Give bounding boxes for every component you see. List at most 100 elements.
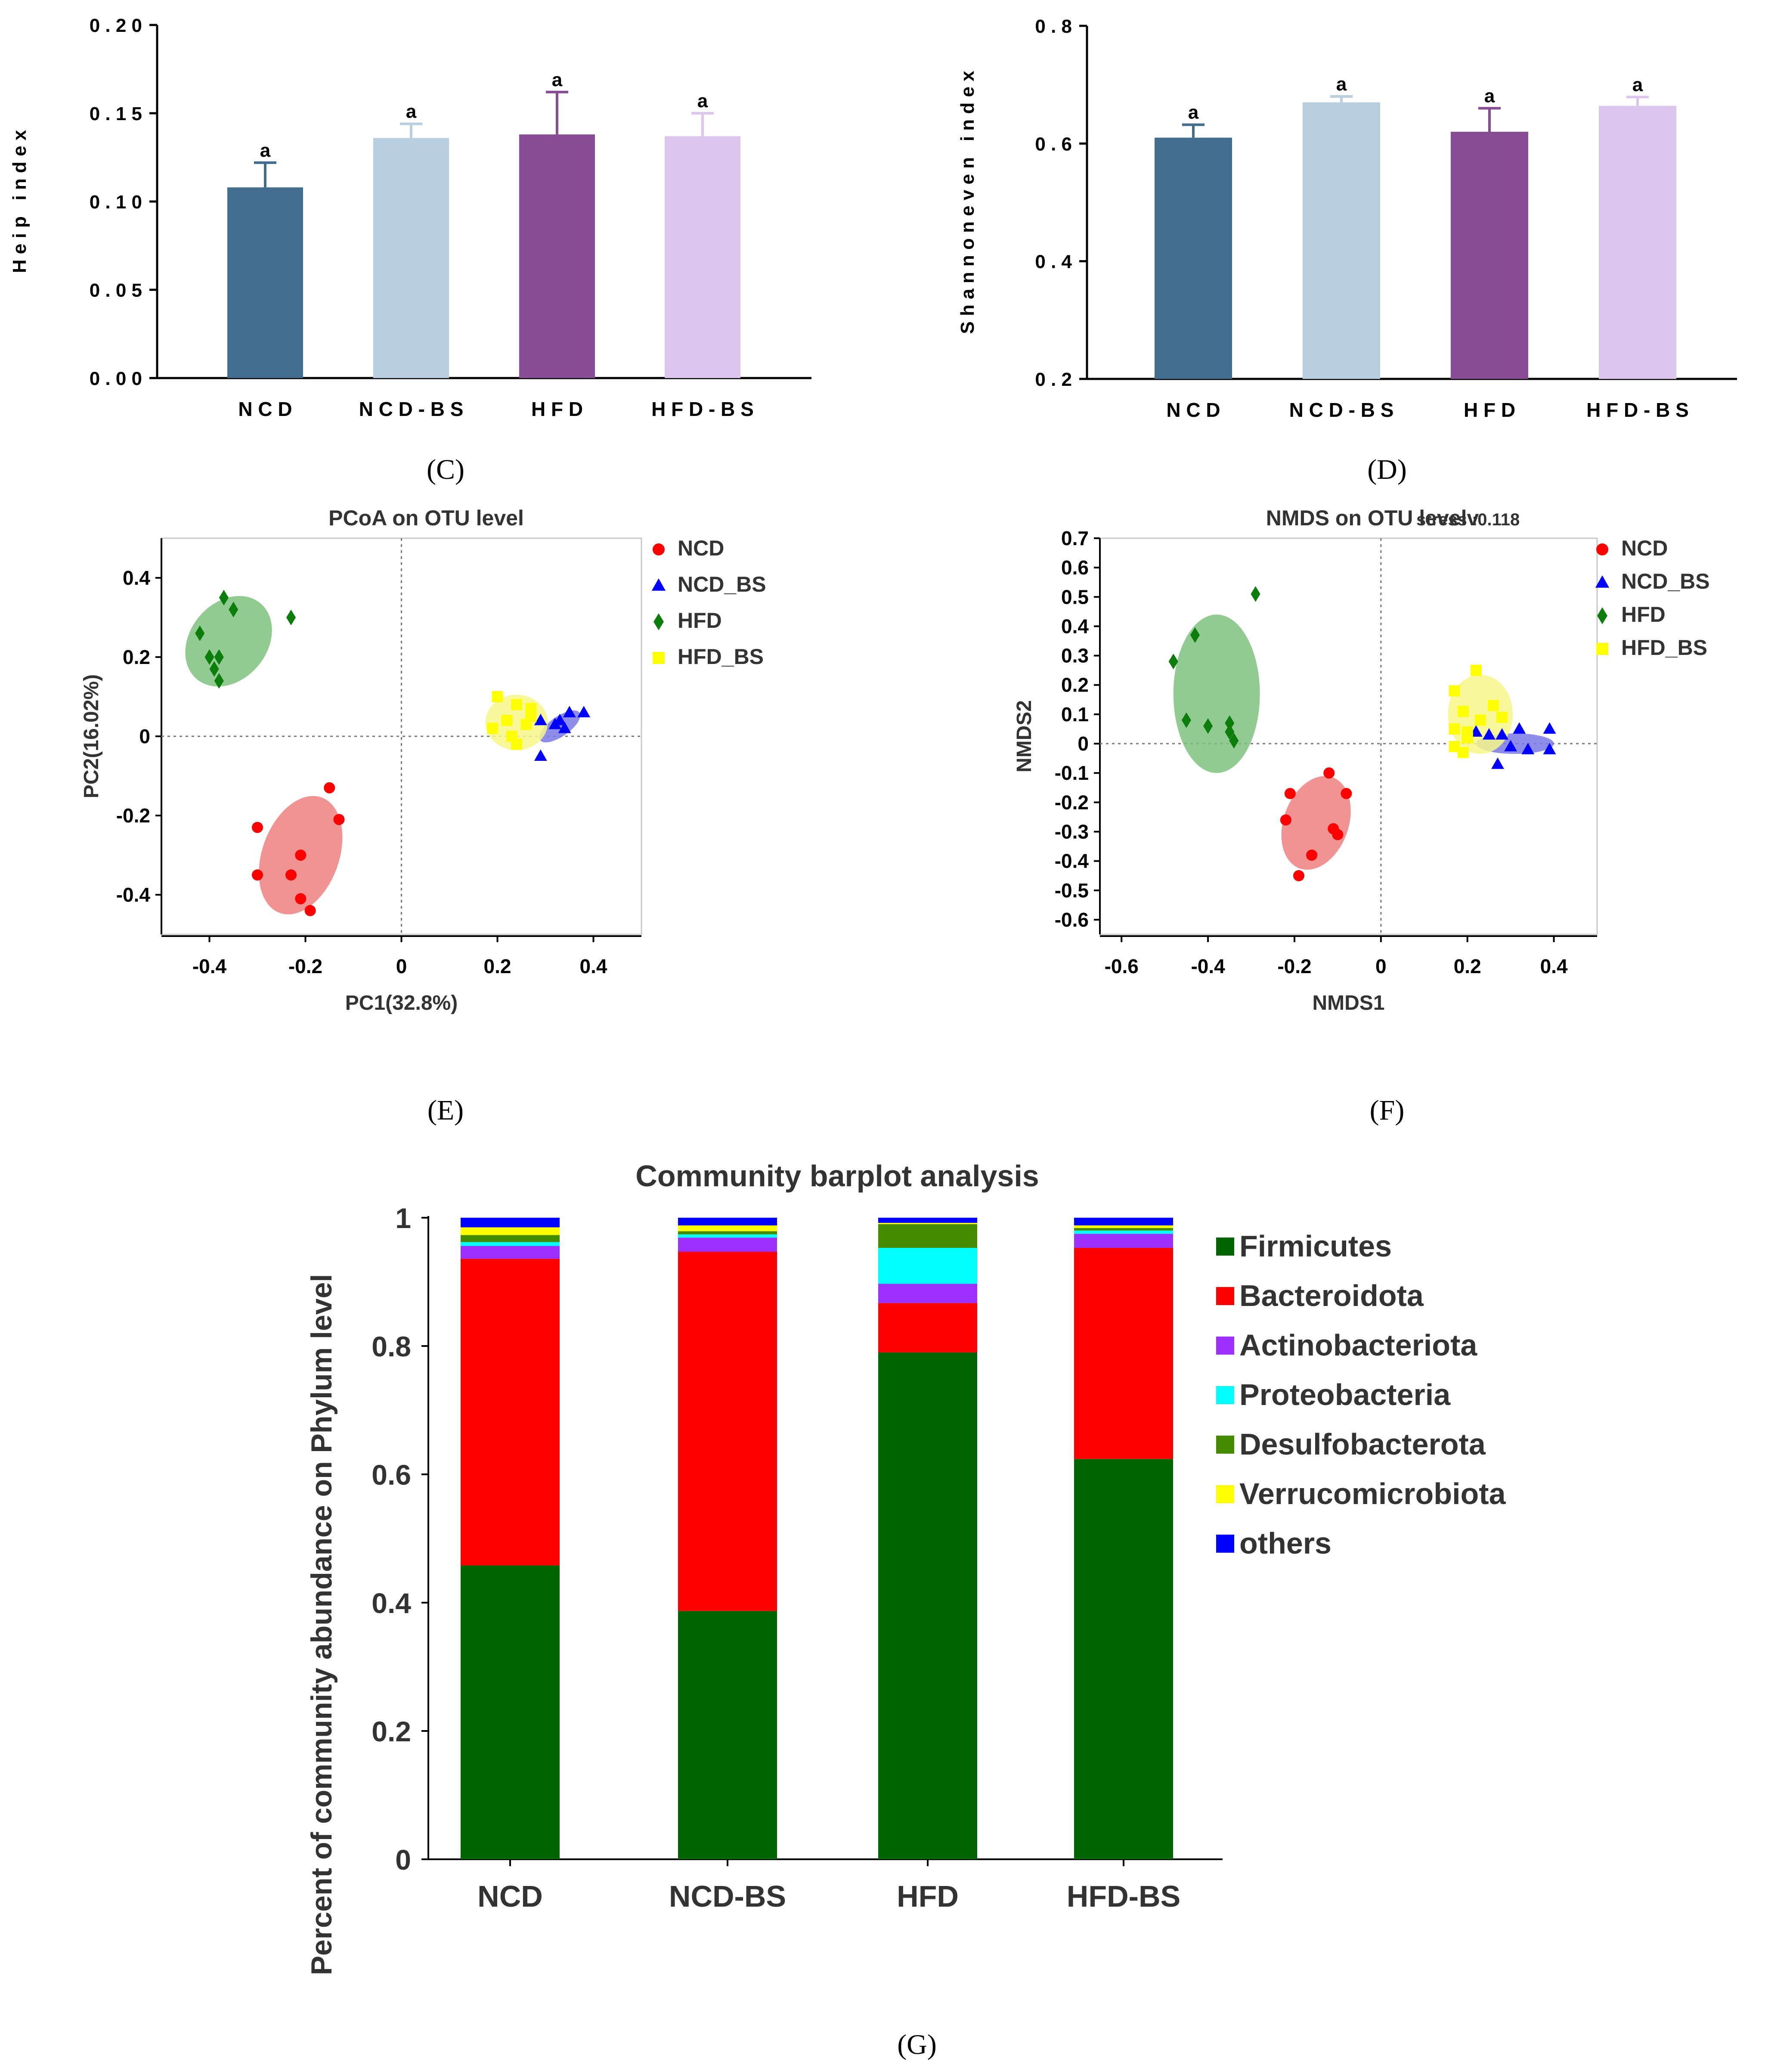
bar: [519, 134, 595, 378]
x-category-label: H F D - B S: [651, 398, 754, 420]
y-tick-label: 0.2: [1061, 674, 1089, 696]
y-axis-title: NMDS2: [1013, 700, 1036, 772]
panel-f-label: (F): [1370, 1095, 1405, 1126]
legend-label: Bacteroidota: [1239, 1279, 1424, 1312]
confidence-ellipse-hfd: [185, 596, 272, 687]
x-category-label: NCD: [477, 1880, 543, 1913]
y-tick-label: 0.1: [1061, 703, 1089, 726]
stacked-segment-proteobacteria: [1074, 1230, 1173, 1234]
data-point-triangle: [1496, 728, 1508, 740]
y-tick-label: -0.2: [116, 804, 150, 827]
significance-letter: a: [406, 101, 417, 122]
confidence-ellipse-ncd: [1281, 776, 1351, 870]
y-tick-label: 0 . 4: [1035, 251, 1072, 273]
significance-letter: a: [260, 140, 271, 161]
bar: [373, 138, 449, 378]
data-point-circle: [1332, 829, 1344, 841]
stacked-segment-desulfobacterota: [678, 1231, 777, 1235]
significance-letter: a: [697, 90, 708, 112]
data-point-circle: [252, 822, 263, 833]
x-category-label: N C D - B S: [1289, 399, 1394, 421]
data-point-triangle: [651, 578, 666, 591]
bar: [1451, 132, 1528, 379]
legend-label: NCD_BS: [678, 572, 766, 596]
chart-title: NMDS on OTU levelv: [1266, 506, 1479, 530]
legend-swatch: [1216, 1287, 1234, 1305]
legend-swatch: [1216, 1485, 1234, 1503]
x-tick-label: 0.4: [1540, 955, 1568, 977]
significance-letter: a: [1188, 102, 1199, 123]
panel-e-label: (E): [427, 1095, 464, 1126]
legend-label: Proteobacteria: [1239, 1378, 1451, 1411]
data-point-diamond: [195, 625, 205, 641]
significance-letter: a: [1336, 74, 1347, 95]
bar: [665, 136, 740, 378]
legend-label: HFD_BS: [1621, 636, 1707, 660]
data-point-diamond: [204, 649, 214, 665]
y-tick-label: 0.3: [1061, 645, 1089, 667]
y-tick-label: 0.2: [372, 1715, 411, 1747]
data-point-circle: [653, 543, 665, 555]
x-category-label: H F D - B S: [1586, 399, 1689, 421]
data-point-square: [487, 723, 499, 734]
data-point-square: [1449, 685, 1460, 697]
data-point-diamond: [1190, 627, 1200, 643]
data-point-diamond: [1203, 718, 1213, 734]
y-axis-title: S h a n n o n e v e n i n d e x: [957, 71, 978, 334]
y-tick-label: -0.3: [1055, 820, 1089, 843]
data-point-triangle: [1543, 722, 1556, 734]
x-tick-label: -0.4: [1191, 955, 1225, 977]
stacked-segment-actinobacteriota: [678, 1238, 777, 1252]
stacked-segment-verrucomicrobiota: [1074, 1225, 1173, 1228]
y-tick-label: 0: [139, 725, 150, 748]
data-point-square: [1487, 700, 1499, 711]
data-point-diamond: [214, 649, 224, 665]
y-tick-label: 0.6: [372, 1459, 411, 1491]
legend-label: NCD: [678, 536, 724, 560]
stacked-segment-actinobacteriota: [878, 1284, 977, 1303]
confidence-ellipse-hfd: [1173, 614, 1260, 773]
data-point-circle: [1280, 814, 1291, 826]
bar: [1599, 105, 1676, 379]
data-point-square: [1496, 711, 1508, 723]
x-tick-label: -0.6: [1105, 955, 1139, 977]
legend-label: HFD: [1621, 602, 1666, 627]
stacked-segment-proteobacteria: [678, 1234, 777, 1238]
stacked-segment-actinobacteriota: [1074, 1234, 1173, 1248]
data-point-square: [1449, 723, 1460, 735]
data-point-triangle: [1491, 757, 1504, 769]
data-point-square: [511, 699, 523, 710]
data-point-diamond: [214, 673, 224, 689]
significance-letter: a: [1632, 74, 1643, 95]
y-tick-label: 0 . 6: [1035, 133, 1072, 155]
y-tick-label: 0 . 1 5: [90, 103, 142, 124]
significance-letter: a: [1484, 85, 1495, 106]
data-point-diamond: [1181, 712, 1191, 728]
legend-swatch: [1216, 1386, 1234, 1404]
data-point-diamond: [1251, 586, 1260, 602]
legend-label: NCD_BS: [1621, 569, 1710, 593]
data-point-circle: [295, 850, 307, 861]
data-point-square: [653, 652, 665, 664]
panel-c-label: (C): [427, 454, 464, 485]
stacked-segment-bacteroidota: [461, 1259, 560, 1566]
y-tick-label: 1: [395, 1202, 411, 1234]
x-category-label: N C D: [238, 398, 292, 420]
x-category-label: N C D - B S: [359, 398, 464, 420]
data-point-circle: [1293, 870, 1304, 881]
stacked-segment-desulfobacterota: [461, 1235, 560, 1242]
panel-e-pcoa-chart: -0.4 -0.2 0 0.2 0.4 -0.4 -0.2 0 0.2 0.4 PCoA on OT…: [80, 506, 766, 1014]
stacked-segment-firmicutes: [1074, 1459, 1173, 1859]
x-tick-label: -0.4: [192, 955, 227, 977]
data-point-triangle: [558, 722, 571, 733]
panel-d-shannoneven-index-chart: 0 . 2 0 . 4 0 . 6 0 . 8 S h a n n o n e v e …: [957, 16, 1737, 421]
data-point-circle: [1284, 788, 1296, 799]
y-tick-label: 0: [395, 1844, 411, 1876]
data-point-circle: [252, 869, 263, 881]
x-category-label: N C D: [1166, 399, 1220, 421]
stacked-segment-firmicutes: [678, 1611, 777, 1859]
legend-label: HFD_BS: [678, 645, 764, 669]
panel-g-community-barplot: 0 0.2 0.4 0.6 0.8 1 NCD NCD-BS HFD HFD-BS Communit…: [305, 1159, 1506, 1975]
y-tick-label: 0 . 0 5: [90, 280, 142, 301]
